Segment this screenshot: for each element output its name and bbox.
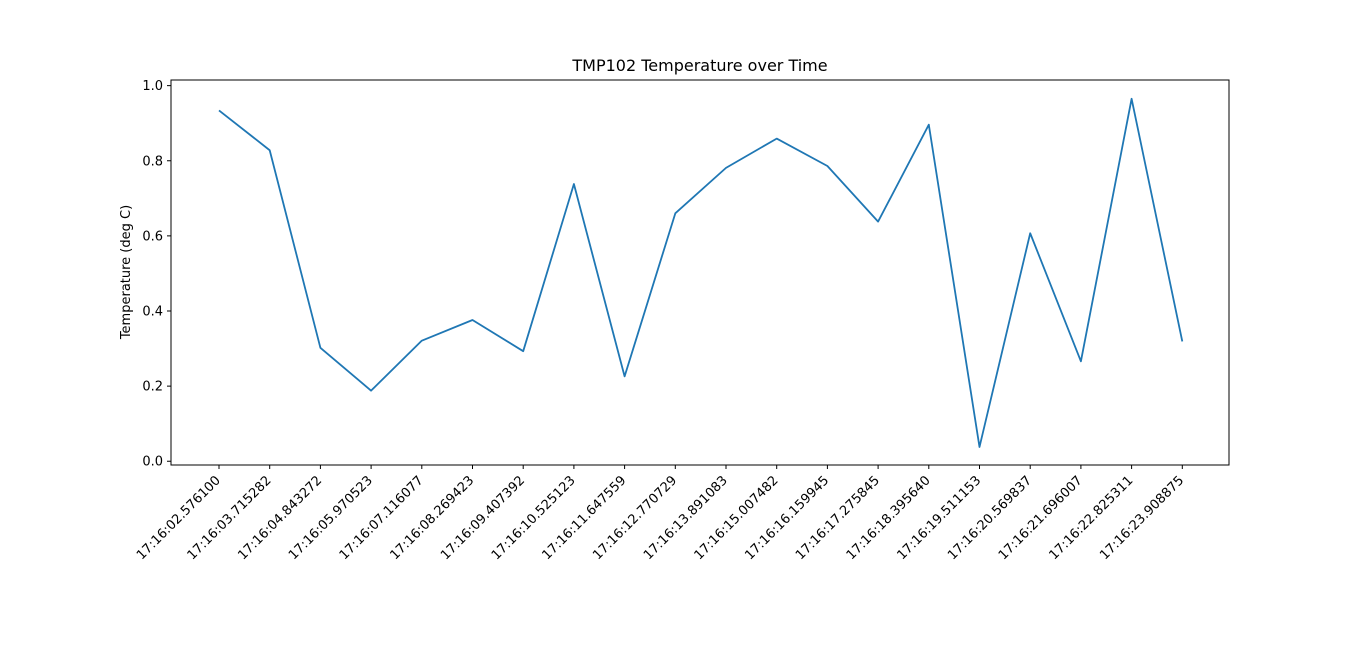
chart-title: TMP102 Temperature over Time — [571, 56, 827, 75]
plot-frame — [171, 80, 1229, 465]
x-tick-label: 17:16:09.407392 — [438, 473, 528, 563]
x-tick-label: 17:16:16.159945 — [742, 473, 832, 563]
plot-area: 0.00.20.40.60.81.017:16:02.57610017:16:0… — [134, 79, 1229, 563]
x-tick-label: 17:16:02.576100 — [134, 473, 224, 563]
x-tick-label: 17:16:04.843272 — [235, 473, 325, 563]
x-tick-label: 17:16:22.825311 — [1047, 473, 1137, 563]
x-tick-label: 17:16:23.908875 — [1097, 473, 1187, 563]
x-tick-label: 17:16:15.007482 — [692, 473, 782, 563]
x-tick-label: 17:16:17.275845 — [793, 473, 883, 563]
y-tick-label: 0.0 — [142, 455, 163, 470]
y-tick-label: 0.4 — [142, 305, 163, 320]
series-line — [219, 99, 1182, 447]
y-tick-label: 0.2 — [142, 380, 163, 395]
y-tick-label: 0.8 — [142, 154, 163, 169]
x-tick-label: 17:16:12.770729 — [590, 473, 680, 563]
x-tick-label: 17:16:18.395640 — [844, 473, 934, 563]
y-axis-label: Temperature (deg C) — [119, 205, 134, 340]
x-tick-label: 17:16:10.525123 — [489, 473, 579, 563]
x-tick-label: 17:16:07.116077 — [337, 473, 427, 563]
x-tick-label: 17:16:11.647559 — [540, 473, 630, 563]
x-tick-label: 17:16:20.569837 — [945, 473, 1035, 563]
x-tick-label: 17:16:13.891083 — [641, 473, 731, 563]
x-tick-label: 17:16:03.715282 — [185, 473, 275, 563]
y-tick-label: 0.6 — [142, 229, 163, 244]
y-tick-label: 1.0 — [142, 79, 163, 94]
x-tick-label: 17:16:08.269423 — [387, 473, 477, 563]
x-tick-label: 17:16:19.511153 — [894, 473, 984, 563]
x-tick-label: 17:16:05.970523 — [286, 473, 376, 563]
x-tick-label: 17:16:21.696007 — [996, 473, 1086, 563]
